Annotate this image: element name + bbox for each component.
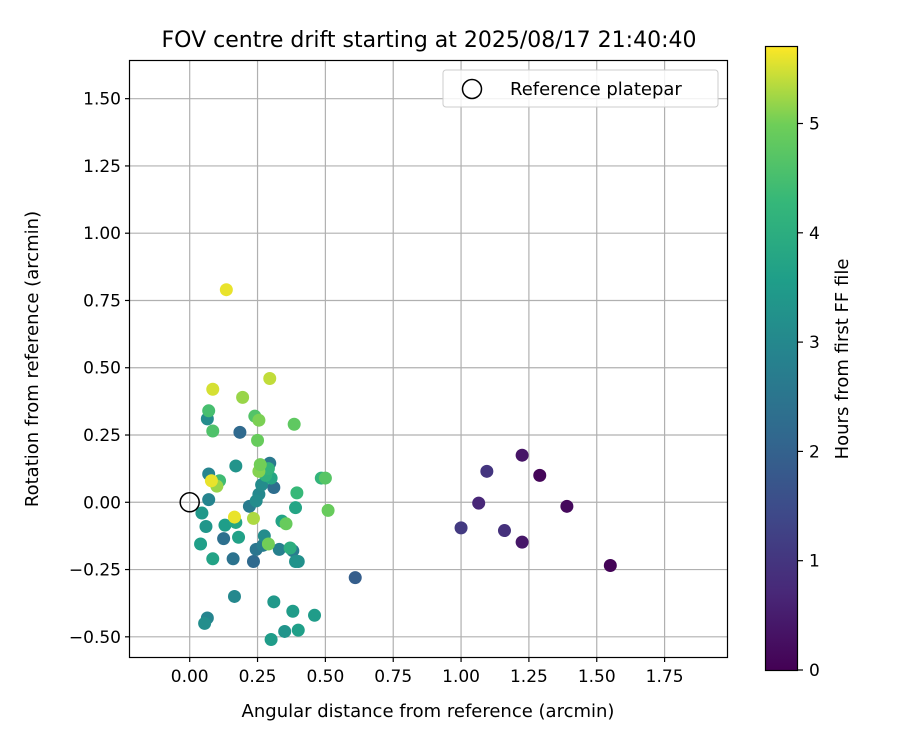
data-point xyxy=(515,448,529,462)
data-point xyxy=(233,425,247,439)
data-point xyxy=(246,511,260,525)
data-point xyxy=(227,510,241,524)
data-point xyxy=(291,623,305,637)
x-tick-label: 0.00 xyxy=(171,667,209,687)
data-point xyxy=(194,537,208,551)
x-tick-label: 0.25 xyxy=(239,667,277,687)
y-axis-ticks: −0.50 −0.25 0.00 0.25 0.50 0.75 1.00 1.25 1.50 xyxy=(69,90,130,648)
data-point xyxy=(206,552,220,566)
scatter-points xyxy=(179,283,617,647)
data-point xyxy=(321,503,335,517)
data-point xyxy=(515,535,529,549)
legend-marker-open-circle xyxy=(461,78,483,100)
data-point xyxy=(261,537,275,551)
data-point xyxy=(253,458,267,472)
data-point xyxy=(318,471,332,485)
y-tick-label: 1.50 xyxy=(83,90,121,110)
data-point xyxy=(278,624,292,638)
data-point xyxy=(454,521,468,535)
colorbar-ticks: 0 1 2 3 4 5 xyxy=(798,115,820,681)
data-point xyxy=(236,390,250,404)
data-point xyxy=(251,433,265,447)
colorbar-gradient xyxy=(764,45,799,672)
data-point xyxy=(249,494,263,508)
data-point xyxy=(218,518,232,532)
y-tick-label: −0.25 xyxy=(69,561,121,581)
legend-box xyxy=(442,69,719,108)
colorbar-tick-label: 0 xyxy=(809,661,820,681)
x-tick-label: 0.50 xyxy=(306,667,344,687)
data-point xyxy=(217,532,231,546)
data-point xyxy=(229,459,243,473)
chart-title: FOV centre drift starting at 2025/08/17 … xyxy=(162,28,697,53)
colorbar: 0 1 2 3 4 5 Hours from first FF file xyxy=(764,45,853,681)
data-point xyxy=(263,372,277,386)
data-point xyxy=(287,417,301,431)
data-point xyxy=(202,404,216,418)
data-point xyxy=(204,474,218,488)
y-tick-label: 0.75 xyxy=(83,291,121,311)
data-point xyxy=(199,519,213,533)
x-tick-label: 1.50 xyxy=(578,667,616,687)
data-point xyxy=(348,571,362,585)
data-point xyxy=(308,608,322,622)
data-point xyxy=(264,633,278,647)
data-point xyxy=(195,506,209,520)
data-point xyxy=(290,486,304,500)
colorbar-tick-label: 5 xyxy=(809,115,820,135)
data-point xyxy=(272,542,286,556)
y-axis-label: Rotation from reference (arcmin) xyxy=(22,211,43,507)
x-tick-label: 1.75 xyxy=(646,667,684,687)
x-tick-label: 1.25 xyxy=(510,667,548,687)
data-point xyxy=(286,604,300,618)
data-point xyxy=(533,468,547,482)
grid-lines xyxy=(130,61,727,657)
data-point xyxy=(232,530,246,544)
data-point xyxy=(603,559,617,573)
data-point xyxy=(289,554,303,568)
data-point xyxy=(206,424,220,438)
data-point xyxy=(267,595,281,609)
y-tick-label: 0.00 xyxy=(83,493,121,513)
data-point xyxy=(219,283,233,297)
data-point xyxy=(246,554,260,568)
colorbar-tick-label: 1 xyxy=(809,552,820,572)
reference-platepar-marker xyxy=(179,492,200,513)
data-point xyxy=(198,616,212,630)
x-tick-label: 0.75 xyxy=(374,667,412,687)
data-point xyxy=(289,501,303,515)
y-tick-label: 1.25 xyxy=(83,157,121,177)
colorbar-tick-label: 3 xyxy=(809,333,820,353)
data-point xyxy=(227,589,241,603)
plot-frame xyxy=(128,59,729,659)
y-tick-label: 0.50 xyxy=(83,359,121,379)
data-point xyxy=(206,382,220,396)
y-tick-label: −0.50 xyxy=(69,628,121,648)
colorbar-tick-label: 2 xyxy=(809,442,820,462)
legend-label: Reference platepar xyxy=(510,79,682,100)
colorbar-label: Hours from first FF file xyxy=(832,259,853,460)
data-point xyxy=(202,493,216,507)
data-point xyxy=(480,464,494,478)
x-tick-label: 1.00 xyxy=(442,667,480,687)
x-axis-label: Angular distance from reference (arcmin) xyxy=(242,701,615,722)
data-point xyxy=(279,517,293,531)
data-point xyxy=(226,552,240,566)
colorbar-tick-label: 4 xyxy=(809,224,820,244)
y-tick-label: 1.00 xyxy=(83,224,121,244)
y-tick-label: 0.25 xyxy=(83,426,121,446)
data-point xyxy=(560,499,574,513)
data-point xyxy=(252,413,266,427)
data-point xyxy=(283,541,297,555)
data-point xyxy=(472,496,486,510)
x-axis-ticks: 0.00 0.25 0.50 0.75 1.00 1.25 1.50 1.75 xyxy=(171,657,684,687)
data-point xyxy=(497,524,511,538)
legend: Reference platepar xyxy=(442,69,719,108)
